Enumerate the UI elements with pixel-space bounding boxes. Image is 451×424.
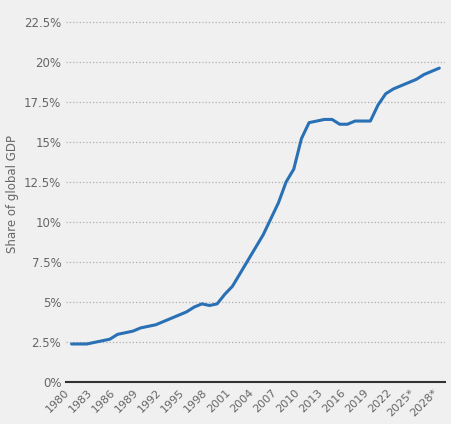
Y-axis label: Share of global GDP: Share of global GDP xyxy=(5,135,18,253)
